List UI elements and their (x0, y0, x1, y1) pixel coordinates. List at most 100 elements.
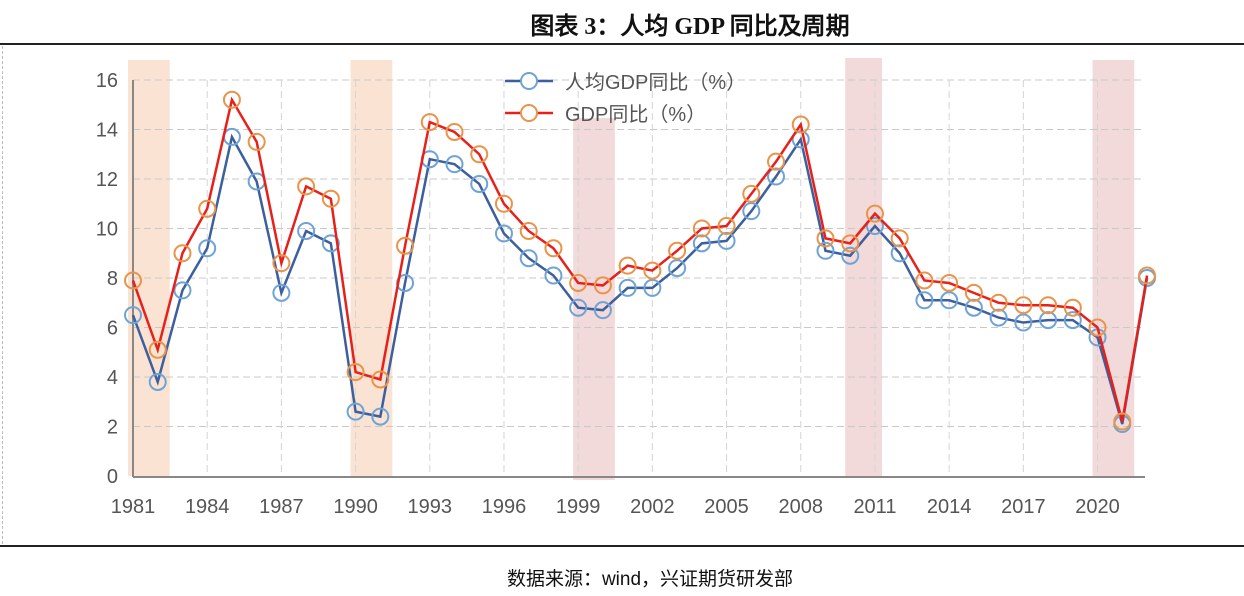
data-point (494, 224, 513, 243)
data-point (1063, 298, 1082, 317)
data-point (1138, 266, 1156, 285)
data-point (297, 221, 316, 240)
data-point (569, 273, 588, 292)
data-point (173, 244, 192, 263)
series-line (131, 96, 1149, 422)
data-point (890, 229, 909, 248)
data-point (964, 283, 983, 302)
data-point (124, 306, 142, 325)
data-point (940, 291, 959, 310)
data-point (742, 184, 761, 203)
shaded-period (845, 58, 883, 476)
data-point (643, 261, 662, 280)
x-tick-label: 2008 (779, 496, 824, 518)
data-point (519, 221, 538, 240)
data-point (420, 113, 439, 132)
data-point (297, 177, 316, 196)
chart-title: 图表 3：人均 GDP 同比及周期 (530, 14, 850, 40)
data-point (396, 236, 415, 255)
data-point (668, 259, 687, 278)
legend-marker (520, 104, 538, 122)
x-tick-label: 1993 (408, 496, 453, 518)
data-point (470, 174, 489, 193)
data-point (643, 278, 662, 297)
data-point (816, 241, 835, 260)
data-point (272, 254, 291, 273)
data-point (1088, 318, 1107, 337)
data-point (445, 155, 464, 174)
data-point (618, 256, 637, 275)
x-tick-label: 1996 (482, 496, 527, 518)
data-point (717, 231, 736, 250)
shaded-period (1092, 60, 1135, 476)
data-point (124, 271, 142, 290)
data-point (148, 372, 167, 391)
source-note: 数据来源：wind，兴证期货研发部 (506, 569, 794, 590)
x-tick-label: 1984 (185, 496, 230, 518)
data-point (989, 308, 1008, 327)
data-point (767, 152, 786, 171)
series-line (131, 133, 1149, 425)
data-point (742, 202, 761, 221)
left-border (2, 46, 3, 544)
data-point (1113, 412, 1132, 431)
data-point (1039, 296, 1058, 315)
data-point (371, 407, 390, 426)
y-tick-label: 10 (96, 219, 118, 241)
x-tick-label: 1981 (111, 496, 156, 518)
x-tick-label: 2017 (1001, 496, 1046, 518)
x-tick-label: 2011 (853, 496, 896, 518)
y-tick-label: 16 (96, 70, 118, 92)
data-point (989, 293, 1008, 312)
data-point (865, 204, 884, 223)
bottom-rule (0, 545, 1244, 547)
data-point (346, 363, 365, 382)
data-point (569, 298, 588, 317)
x-tick-label: 1999 (556, 496, 601, 518)
data-point (198, 239, 217, 258)
legend-label: GDP同比（%） (565, 103, 706, 126)
data-point (1063, 311, 1082, 330)
data-point (668, 241, 687, 260)
x-tick-label: 2005 (704, 496, 749, 518)
data-point (544, 266, 563, 285)
data-point (791, 115, 810, 134)
y-tick-label: 4 (107, 367, 118, 389)
x-tick-label: 2002 (630, 496, 675, 518)
x-tick-label: 2020 (1075, 496, 1120, 518)
data-point (173, 281, 192, 300)
data-point (841, 246, 860, 265)
data-point (272, 283, 291, 302)
y-tick-label: 2 (107, 417, 118, 439)
data-point (915, 271, 934, 290)
shaded-period (128, 60, 170, 476)
data-point (346, 402, 365, 421)
y-tick-label: 14 (96, 120, 118, 142)
y-tick-label: 6 (107, 318, 118, 340)
data-point (519, 249, 538, 268)
legend-marker (520, 72, 538, 90)
x-tick-label: 1987 (259, 496, 304, 518)
data-point (1014, 313, 1033, 332)
x-tick-label: 1990 (333, 496, 378, 518)
data-point (321, 189, 340, 208)
y-tick-label: 0 (107, 466, 118, 488)
data-point (865, 217, 884, 236)
data-point (593, 276, 612, 295)
data-point (247, 132, 266, 151)
data-point (148, 340, 167, 359)
data-point (692, 219, 711, 238)
data-point (470, 145, 489, 164)
data-point (445, 122, 464, 141)
data-point (940, 273, 959, 292)
data-point (1039, 311, 1058, 330)
data-point (717, 217, 736, 236)
data-point (791, 130, 810, 149)
data-point (494, 194, 513, 213)
data-point (692, 234, 711, 253)
data-point (841, 234, 860, 253)
data-point (593, 301, 612, 320)
data-point (544, 239, 563, 258)
